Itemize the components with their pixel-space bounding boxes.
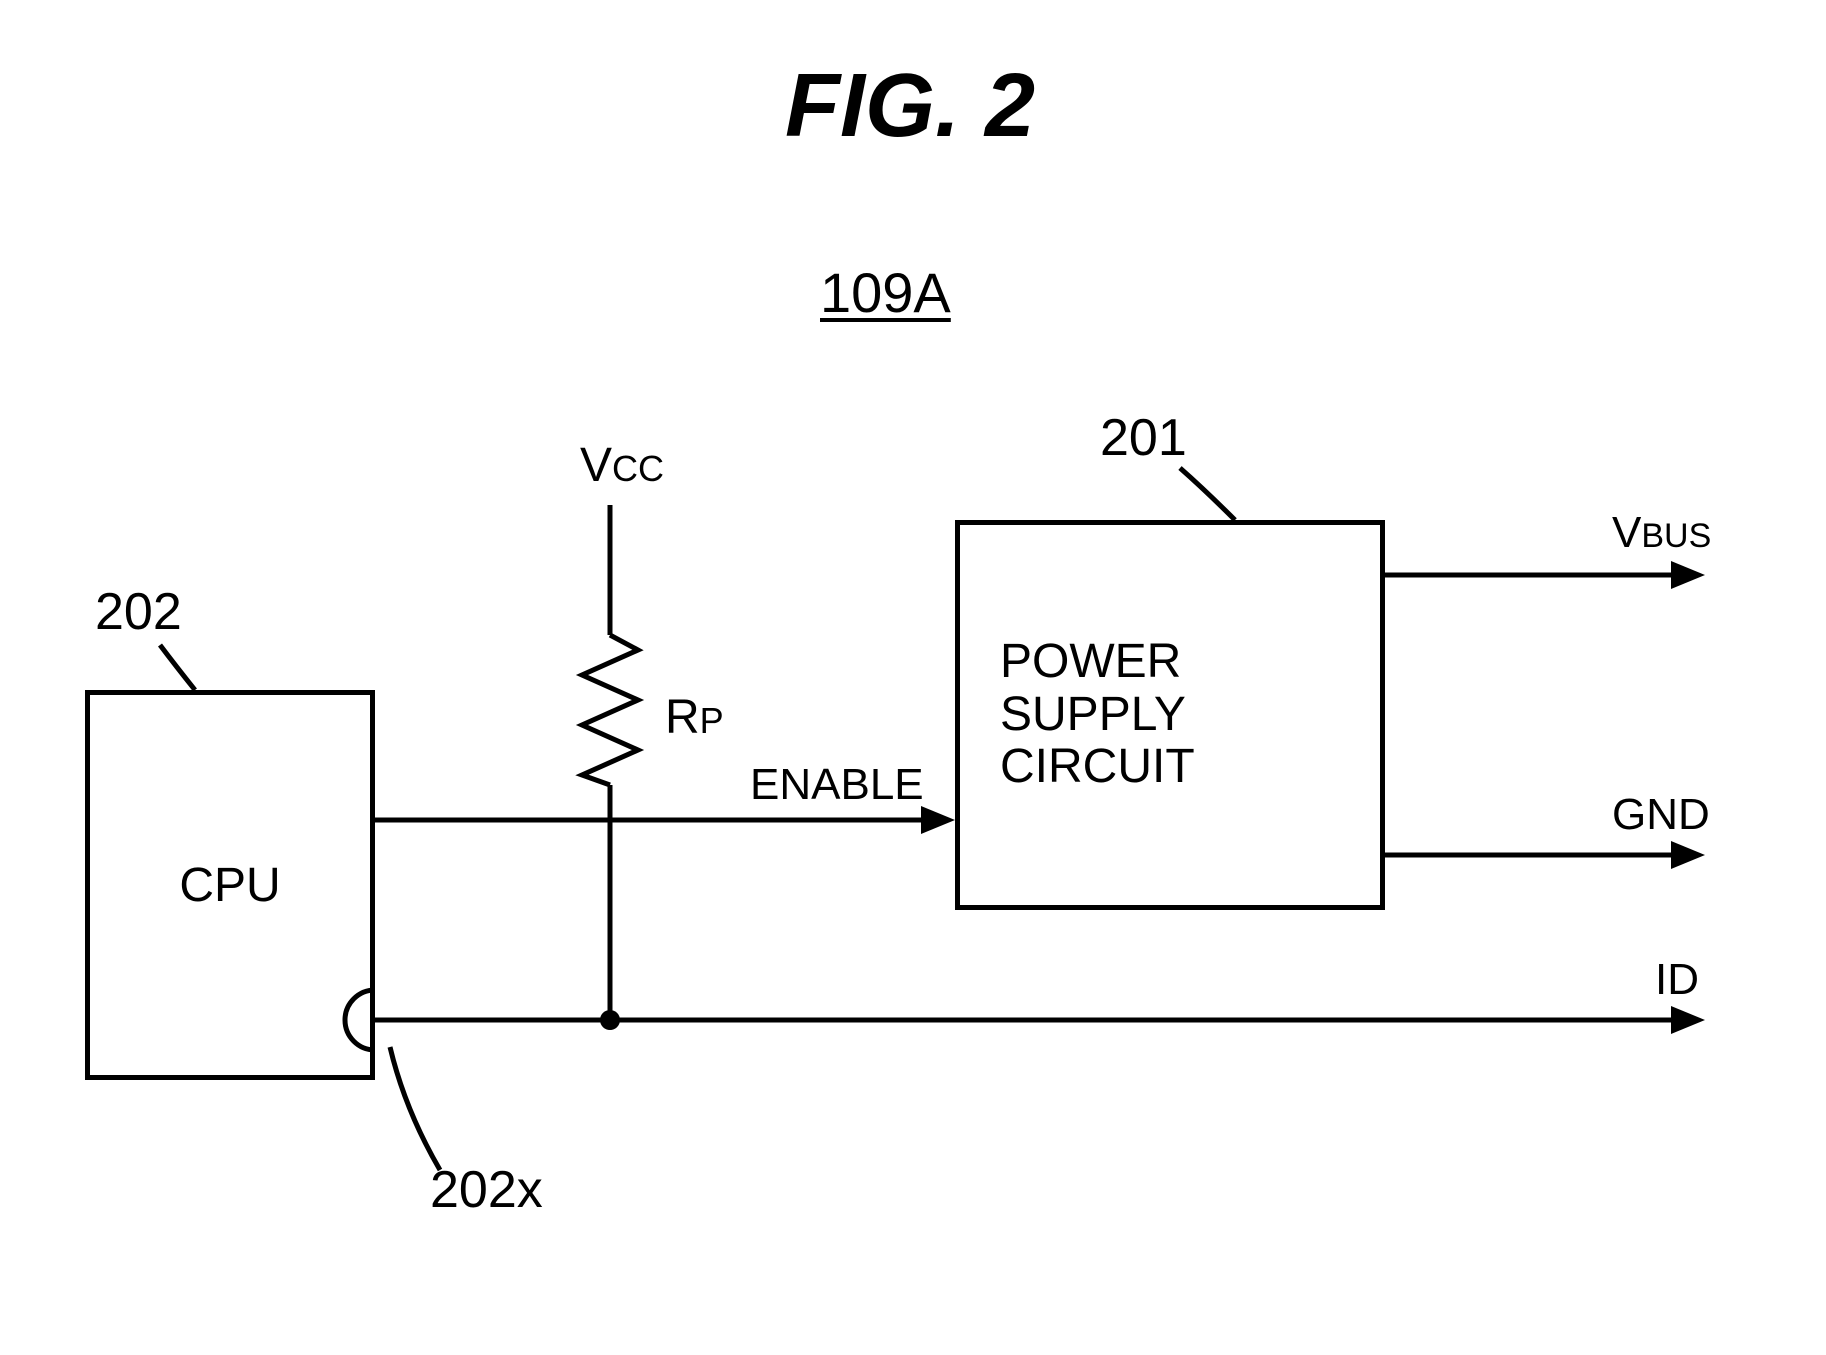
id-label: ID bbox=[1655, 955, 1699, 1005]
ref-202-lead bbox=[160, 645, 195, 690]
port-202x-arc bbox=[345, 990, 375, 1050]
resistor-label-suffix: P bbox=[700, 700, 724, 741]
ref-201-lead bbox=[1180, 468, 1235, 520]
vcc-label-prefix: V bbox=[580, 439, 612, 492]
port-202x-lead bbox=[390, 1047, 440, 1170]
resistor-label: RP bbox=[665, 690, 724, 745]
enable-arrow bbox=[921, 806, 955, 834]
wiring-svg bbox=[0, 0, 1826, 1355]
enable-label: ENABLE bbox=[750, 760, 924, 810]
vcc-label-suffix: CC bbox=[612, 448, 664, 489]
gnd-arrow bbox=[1671, 841, 1705, 869]
ref-201-label: 201 bbox=[1100, 408, 1187, 468]
vbus-arrow bbox=[1671, 561, 1705, 589]
vbus-label-suffix: BUS bbox=[1641, 517, 1711, 555]
vbus-label: VBUS bbox=[1612, 508, 1711, 558]
port-202x-label: 202x bbox=[430, 1160, 543, 1220]
resistor-symbol bbox=[582, 635, 638, 785]
id-arrow bbox=[1671, 1006, 1705, 1034]
vbus-label-prefix: V bbox=[1612, 508, 1641, 557]
figure-canvas: FIG. 2 109A CPU POWER SUPPLY CIRCUIT bbox=[0, 0, 1826, 1355]
junction-dot bbox=[600, 1010, 620, 1030]
vcc-label: VCC bbox=[580, 438, 664, 493]
ref-202-label: 202 bbox=[95, 582, 182, 642]
gnd-label: GND bbox=[1612, 790, 1710, 840]
resistor-label-prefix: R bbox=[665, 691, 700, 744]
